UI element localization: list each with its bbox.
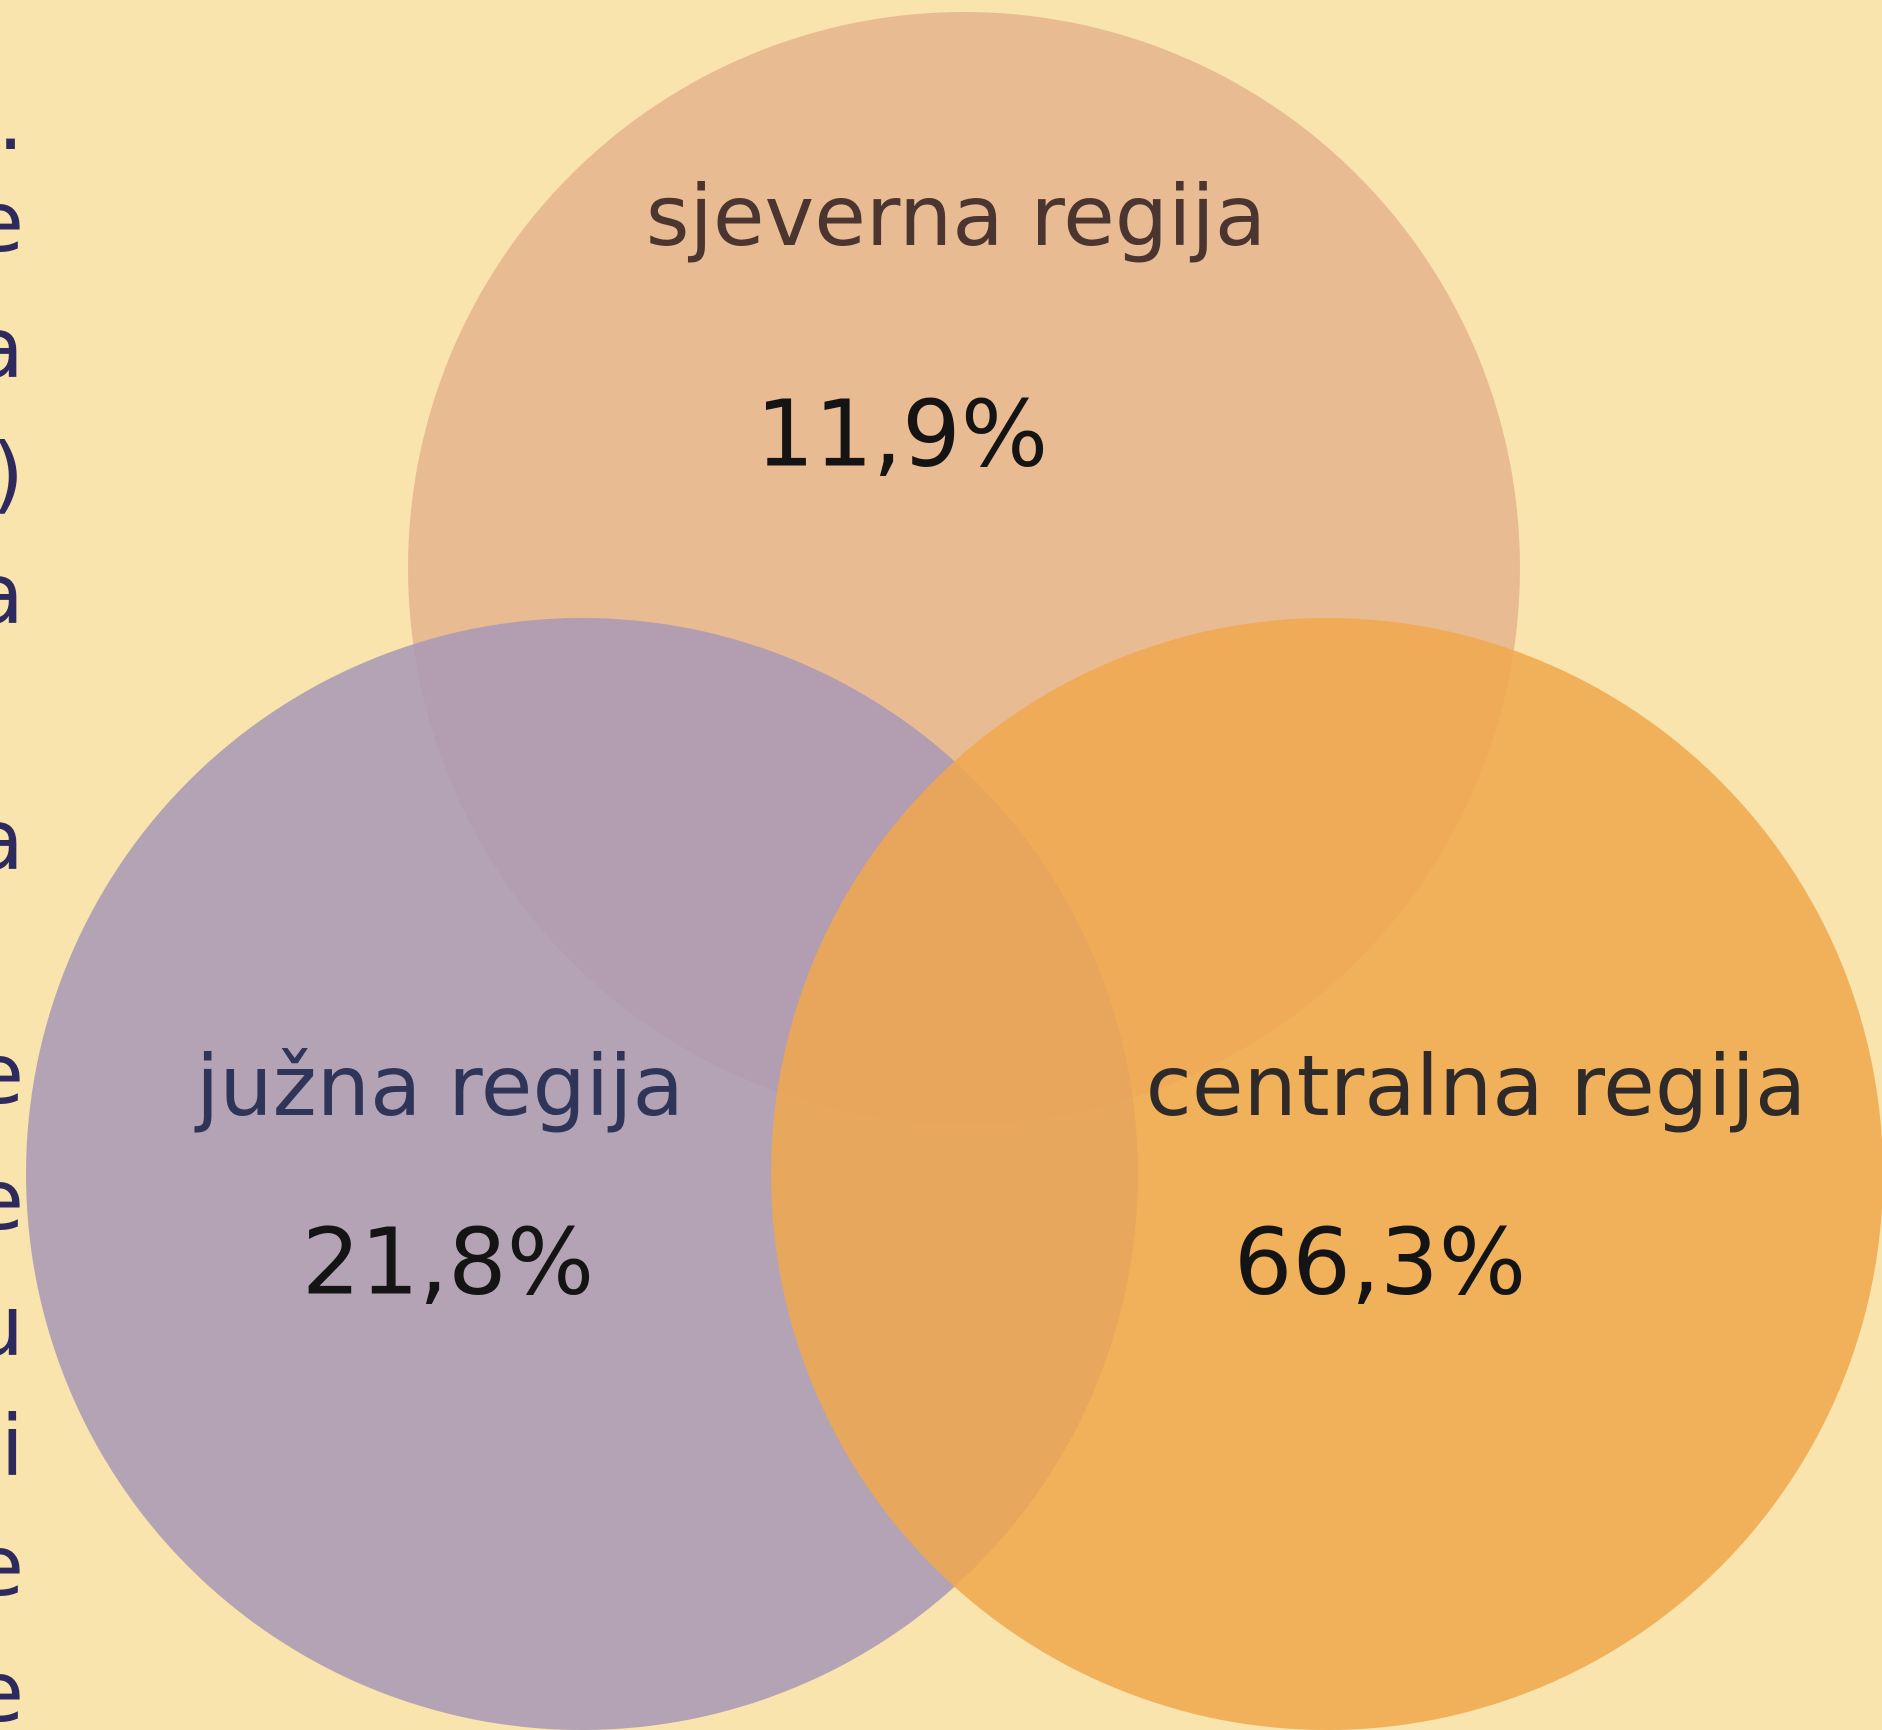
edge-text-fragment: . <box>0 71 24 169</box>
edge-text-fragment: i <box>1 1397 24 1495</box>
edge-text-fragment: e <box>0 1643 24 1730</box>
region-circle <box>771 618 1882 1730</box>
region-label: centralna regija <box>1146 1037 1807 1135</box>
region-label: sjeverna regija <box>646 167 1266 265</box>
region-value: 66,3% <box>1234 1208 1526 1315</box>
edge-text-fragment: u <box>0 1277 24 1375</box>
region-label: južna regija <box>194 1037 684 1135</box>
edge-text-fragment: ) <box>0 425 24 523</box>
edge-text-fragment: a <box>0 791 24 889</box>
edge-text-fragment: e <box>0 1517 24 1615</box>
edge-text-fragment: e <box>0 173 24 271</box>
edge-text-fragment: e <box>0 1151 24 1249</box>
edge-text-fragment: a <box>0 299 24 397</box>
region-value: 11,9% <box>756 380 1048 487</box>
region-value: 21,8% <box>302 1208 594 1315</box>
edge-text-fragment: e <box>0 1025 24 1123</box>
edge-text-fragment: a <box>0 545 24 643</box>
